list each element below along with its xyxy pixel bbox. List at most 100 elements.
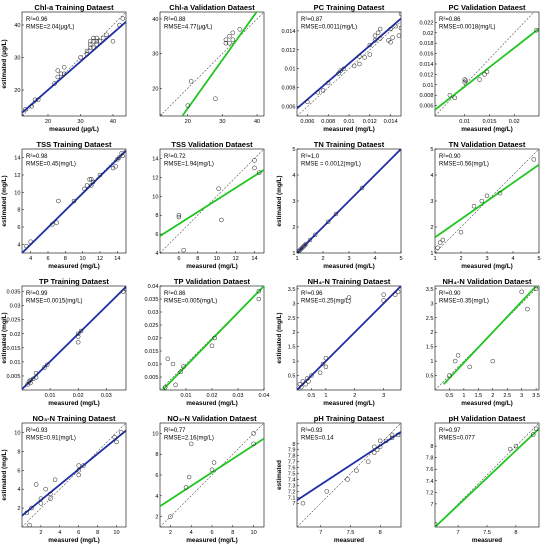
- data-point: [366, 459, 371, 464]
- data-point: [185, 103, 190, 108]
- data-point: [471, 203, 477, 209]
- y-tick-label: 0.014: [282, 29, 296, 35]
- x-tick-label: 3: [347, 256, 350, 262]
- data-point: [91, 39, 96, 44]
- data-point: [91, 45, 96, 50]
- x-tick-label: 0.5: [446, 393, 454, 399]
- data-point: [119, 151, 124, 156]
- x-tick-label: 1.5: [474, 393, 482, 399]
- x-tick-label: 12: [233, 256, 239, 262]
- x-tick-label: 2: [321, 256, 324, 262]
- chart-title: Chl-a Validation Dataest: [169, 3, 255, 12]
- stat-label: R²=0.88: [164, 17, 186, 23]
- data-point: [213, 96, 218, 101]
- y-tick-label: 4: [155, 494, 158, 500]
- data-point: [256, 288, 262, 294]
- data-point: [219, 217, 224, 223]
- data-point: [341, 66, 347, 71]
- data-point: [301, 244, 306, 249]
- y-tick-label: 2: [430, 330, 433, 336]
- y-tick-label: 0.015: [145, 349, 159, 355]
- stat-label: RMSE = 0.0012(mg/L): [301, 162, 361, 168]
- stat-label: R²=0.93: [26, 428, 48, 434]
- data-point: [56, 198, 61, 204]
- y-tick-label: 7.8: [288, 454, 296, 460]
- stat-label: R²=0.72: [164, 154, 186, 160]
- data-point: [398, 12, 401, 17]
- y-tick-label: 0.03: [10, 304, 21, 310]
- subplot-11: NH₄-N Validation Dataest 0.5 1 1.5 2 2.5 3 3.5 0…: [426, 277, 540, 407]
- x-tick-label: 8: [196, 256, 199, 262]
- data-point: [377, 438, 383, 444]
- data-point: [395, 289, 401, 295]
- plot-area: [434, 11, 540, 117]
- data-point: [176, 212, 182, 218]
- x-axis-label: measured (mg/L): [323, 126, 375, 133]
- regression-line: [435, 428, 539, 527]
- data-point: [84, 48, 90, 54]
- x-tick-label: 3: [520, 393, 523, 399]
- data-point: [315, 90, 321, 95]
- data-point: [28, 239, 33, 244]
- data-point: [435, 521, 438, 527]
- data-point: [346, 295, 352, 300]
- data-point: [115, 157, 120, 162]
- x-tick-label: 6: [46, 256, 49, 262]
- x-axis-label: measured (mg/L): [186, 263, 238, 270]
- data-point: [84, 183, 90, 188]
- y-tick-label: 4: [292, 173, 295, 179]
- x-tick-label: 7: [457, 530, 460, 536]
- y-tick-label: 2: [430, 225, 433, 231]
- data-point: [362, 55, 367, 60]
- y-tick-label: 1: [292, 251, 295, 257]
- y-tick-label: 0.01: [148, 362, 159, 368]
- y-tick-label: 7: [292, 501, 295, 507]
- data-point: [33, 370, 39, 376]
- data-point: [300, 379, 306, 384]
- y-tick-label: 3: [292, 301, 295, 307]
- y-tick-label: 7.4: [426, 479, 434, 485]
- y-tick-label: 2: [155, 515, 158, 521]
- regression-line: [443, 286, 538, 385]
- x-tick-label: 2: [169, 530, 172, 536]
- y-tick-label: 7.3: [288, 483, 296, 489]
- subplot-3: PC Validation Dataest 0.01 0.015 0.02 0.006 0…: [420, 3, 540, 133]
- y-tick-label: 7.2: [426, 490, 434, 496]
- data-point: [325, 219, 331, 225]
- subplot-0: Chl-a Training Dataest 20 30 40 20 30 40 R²=0.9…: [1, 3, 127, 133]
- y-tick-label: 4: [155, 251, 158, 257]
- x-tick-label: 4: [29, 256, 32, 262]
- data-point: [252, 158, 257, 163]
- data-point: [297, 381, 303, 387]
- y-tick-label: 7.6: [426, 467, 434, 473]
- y-tick-label: 0.015: [7, 346, 21, 352]
- chart-title: PC Training Dataest: [314, 3, 385, 12]
- y-axis-label: estimated (mg/L): [276, 312, 283, 363]
- data-point: [354, 468, 359, 473]
- data-point: [211, 460, 217, 465]
- y-tick-label: 6: [155, 473, 158, 479]
- data-point: [372, 444, 377, 450]
- x-tick-label: 0.01: [45, 393, 56, 399]
- x-tick-label: 30: [77, 119, 83, 125]
- subplot-2: PC Training Dataest 0.006 0.008 0.01 0.012 0.…: [282, 3, 402, 133]
- chart-title: TN Training Dataest: [314, 140, 385, 149]
- x-tick-label: 14: [114, 256, 120, 262]
- y-axis-label: estimated (μg/L): [1, 39, 8, 88]
- x-tick-label: 2.5: [503, 393, 511, 399]
- data-point: [90, 179, 96, 185]
- data-point: [227, 34, 232, 39]
- data-point: [38, 501, 44, 506]
- data-point: [306, 379, 311, 384]
- y-tick-label: 6: [155, 232, 158, 238]
- x-tick-label: 20: [185, 119, 191, 125]
- data-point: [48, 496, 53, 501]
- y-tick-label: 0.025: [7, 318, 21, 324]
- data-point: [45, 362, 50, 367]
- data-point: [381, 298, 386, 303]
- x-tick-label: 0.012: [363, 119, 377, 125]
- stat-label: RMSE=0.0011(mg/L): [301, 25, 357, 31]
- chart-title: pH Training Dataest: [314, 414, 385, 423]
- data-point: [71, 198, 77, 204]
